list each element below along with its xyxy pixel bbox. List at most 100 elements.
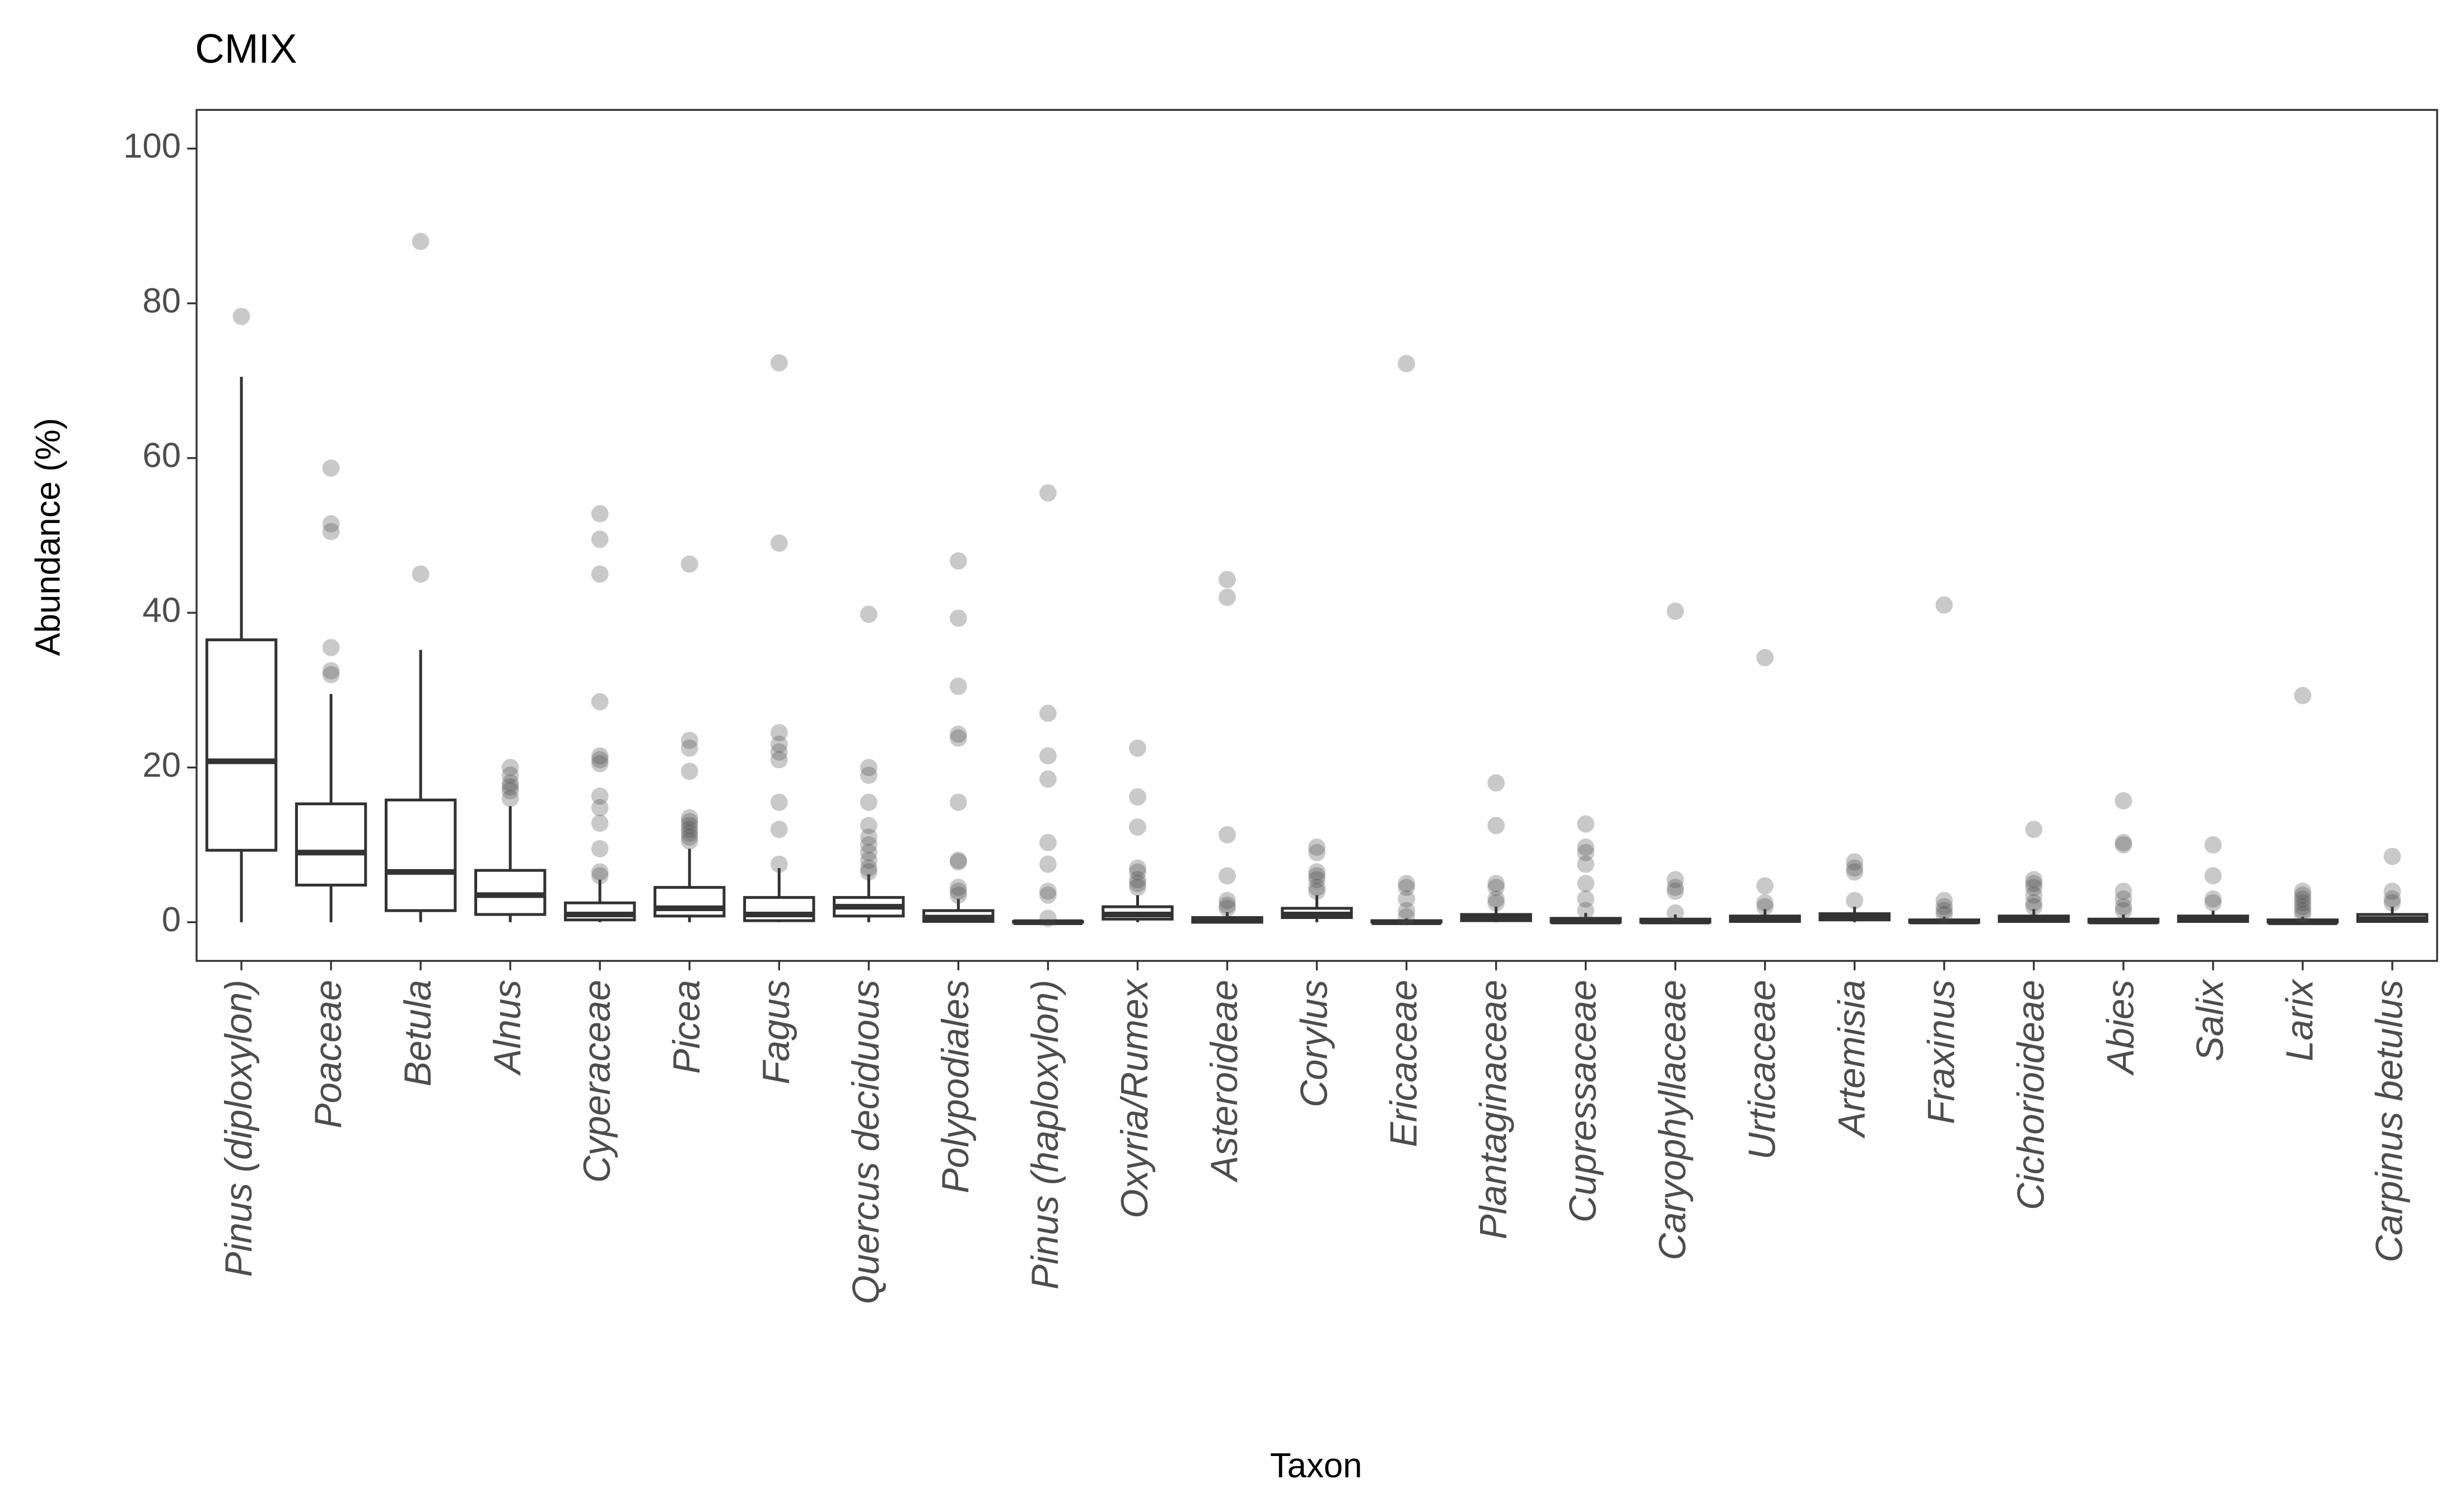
y-tick-label: 40 (142, 591, 181, 630)
outlier (2383, 890, 2401, 908)
outlier (591, 751, 609, 769)
outlier (949, 853, 967, 871)
x-tick-label: Picea (666, 980, 708, 1074)
outlier (1577, 844, 1595, 861)
outlier (1756, 877, 1774, 895)
outlier (1756, 898, 1774, 916)
outlier (1487, 890, 1505, 908)
outlier (770, 724, 788, 741)
outlier (2025, 879, 2043, 897)
y-tick-label: 0 (162, 900, 181, 939)
x-tick-label: Quercus deciduous (845, 980, 887, 1305)
outlier (1577, 890, 1595, 908)
outlier (680, 731, 698, 749)
y-tick-label: 60 (142, 436, 181, 475)
outlier (680, 739, 698, 757)
outlier (1219, 571, 1236, 589)
outlier (1398, 354, 1415, 372)
outlier (2383, 883, 2401, 900)
box (205, 638, 278, 852)
outlier (2025, 875, 2043, 893)
outlier (680, 816, 698, 834)
outlier (770, 354, 788, 372)
outlier (1219, 867, 1236, 885)
outlier (680, 824, 698, 842)
outlier (591, 755, 609, 773)
outlier (1219, 589, 1236, 606)
x-tick-label: Caryophyllaceae (1651, 980, 1693, 1261)
outlier (949, 879, 967, 897)
outlier (322, 515, 340, 533)
outlier (860, 794, 878, 811)
outlier (1308, 879, 1326, 897)
outlier (591, 867, 609, 885)
outlier (2383, 847, 2401, 865)
outlier (1398, 890, 1415, 908)
outlier (2383, 894, 2401, 912)
outlier (860, 851, 878, 869)
x-tick-label: Asteroideae (1203, 980, 1245, 1183)
outlier (591, 863, 609, 881)
outlier (322, 638, 340, 656)
outlier (591, 799, 609, 816)
outlier (501, 759, 519, 776)
outlier (2025, 871, 2043, 889)
outlier (770, 855, 788, 873)
outlier (680, 813, 698, 830)
outlier (1308, 871, 1326, 889)
outlier (2115, 792, 2132, 810)
x-tick-label: Larix (2279, 978, 2321, 1061)
y-tick-label: 20 (142, 746, 181, 785)
outlier (1577, 838, 1595, 856)
outlier (501, 790, 519, 808)
x-tick-label: Ericaceae (1383, 980, 1425, 1147)
x-tick-label: Polypodiales (935, 980, 977, 1193)
outlier (1935, 596, 1953, 614)
outlier (591, 787, 609, 805)
outlier (1129, 818, 1146, 836)
outlier (1667, 879, 1684, 897)
y-tick-label: 80 (142, 282, 181, 320)
outlier (1487, 879, 1505, 897)
outlier (949, 794, 967, 811)
x-tick-label: Cupressaceae (1562, 980, 1604, 1223)
outlier (770, 743, 788, 761)
outlier (860, 863, 878, 881)
outlier (1039, 909, 1057, 927)
outlier (1935, 906, 1953, 923)
x-tick-label: Pinus (diploxylon) (218, 980, 260, 1277)
outlier (1308, 838, 1326, 856)
outlier (770, 735, 788, 753)
outlier (1577, 855, 1595, 873)
outlier (322, 522, 340, 540)
outlier (949, 729, 967, 747)
outlier (680, 832, 698, 850)
outlier (1219, 826, 1236, 844)
outlier (1487, 894, 1505, 912)
outlier (2294, 898, 2312, 916)
outlier (949, 851, 967, 869)
y-axis-label: Abundance (%) (29, 418, 68, 656)
outlier (591, 840, 609, 857)
outlier (770, 534, 788, 552)
x-tick-label: Abies (2100, 980, 2142, 1076)
x-tick-label: Oxyria/Rumex (1114, 978, 1156, 1218)
outlier (322, 666, 340, 684)
outlier (1487, 875, 1505, 893)
outlier (949, 725, 967, 743)
outlier (770, 820, 788, 838)
outlier (1219, 892, 1236, 909)
outlier (1756, 648, 1774, 666)
outlier (949, 678, 967, 695)
outlier (412, 565, 430, 583)
outlier (1935, 898, 1953, 916)
outlier (1039, 886, 1057, 904)
outlier (1667, 603, 1684, 620)
outlier (2115, 836, 2132, 854)
outlier (1398, 875, 1415, 893)
box (564, 901, 636, 922)
x-tick-label: Betula (397, 980, 439, 1087)
outlier (591, 565, 609, 583)
outlier (680, 555, 698, 573)
